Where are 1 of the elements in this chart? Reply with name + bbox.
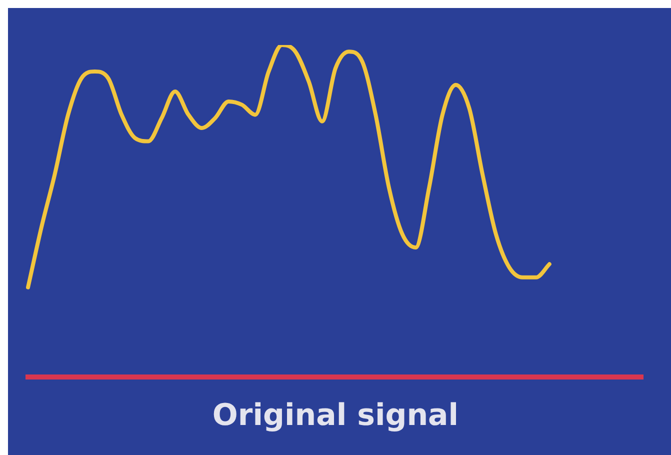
x-axis-title: Original signal <box>212 398 459 433</box>
